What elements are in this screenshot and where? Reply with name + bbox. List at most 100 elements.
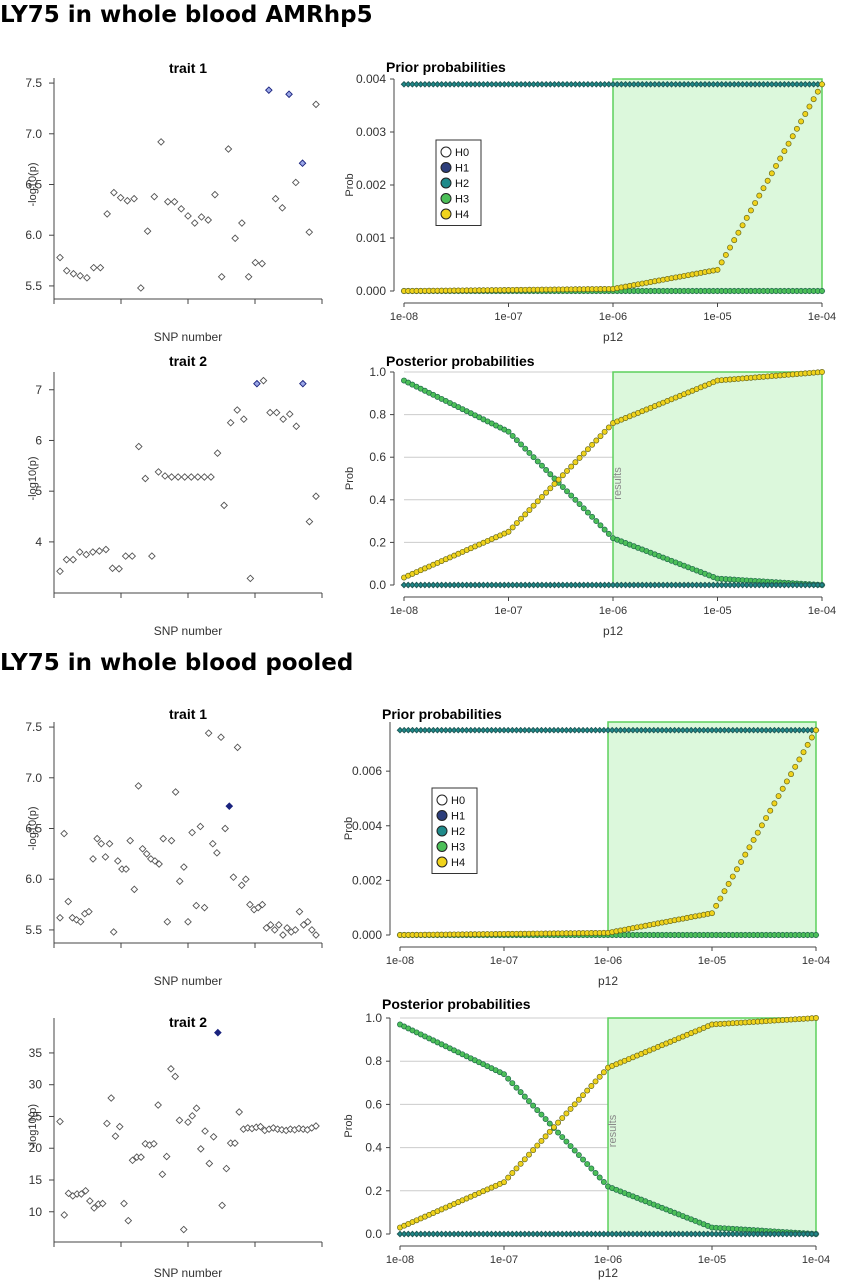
series-point-H4 bbox=[588, 1083, 595, 1089]
snp-point bbox=[180, 863, 188, 871]
series-point-H2 bbox=[800, 726, 807, 734]
series-point-H4 bbox=[530, 502, 537, 509]
series-point-H2 bbox=[555, 581, 562, 589]
y-tick-label: 0.2 bbox=[369, 535, 386, 549]
series-point-H2 bbox=[625, 1230, 633, 1238]
series-point-H3 bbox=[580, 505, 587, 512]
series-point-H2 bbox=[480, 581, 487, 589]
x-axis-label: SNP number bbox=[154, 1266, 222, 1280]
snp-point bbox=[192, 901, 201, 910]
series-point-H2 bbox=[717, 726, 724, 734]
series-point-H4 bbox=[752, 200, 759, 206]
snp-point bbox=[171, 1072, 180, 1081]
x-tick-label: 1e-05 bbox=[703, 605, 731, 617]
series-point-H2 bbox=[605, 581, 613, 589]
snp-point bbox=[167, 836, 176, 845]
series-point-H4 bbox=[738, 858, 745, 865]
snp-point bbox=[108, 564, 117, 573]
series-point-H2 bbox=[730, 581, 738, 589]
highlighted-snp-point bbox=[214, 1028, 222, 1037]
y-tick-label: 0.001 bbox=[356, 231, 386, 245]
series-point-H2 bbox=[476, 581, 483, 589]
series-point-H4 bbox=[550, 1124, 557, 1131]
series-point-H2 bbox=[771, 1230, 778, 1238]
series-point-H2 bbox=[442, 581, 450, 589]
x-tick-label: 1e-04 bbox=[802, 955, 830, 967]
series-point-H2 bbox=[756, 581, 763, 589]
snp-point bbox=[271, 194, 280, 203]
x-tick-label: 1e-04 bbox=[802, 1254, 830, 1266]
snp-point bbox=[187, 473, 196, 481]
snp-point bbox=[200, 903, 209, 912]
x-axis-label: SNP number bbox=[154, 330, 222, 344]
series-point-H2 bbox=[735, 581, 742, 589]
series-point-H3 bbox=[509, 1080, 516, 1087]
series-point-H3 bbox=[819, 288, 825, 294]
series-point-H4 bbox=[746, 844, 753, 851]
series-point-H2 bbox=[450, 81, 458, 88]
series-point-H2 bbox=[705, 581, 713, 589]
series-point-H2 bbox=[438, 1230, 445, 1238]
snp-point bbox=[98, 1199, 107, 1208]
series-point-H2 bbox=[450, 581, 458, 589]
series-point-H4 bbox=[768, 170, 775, 177]
series-point-H4 bbox=[501, 1179, 507, 1186]
series-point-H2 bbox=[629, 726, 637, 734]
series-point-H2 bbox=[783, 726, 791, 734]
series-point-H2 bbox=[655, 81, 663, 88]
series-point-H2 bbox=[768, 581, 776, 589]
series-point-H4 bbox=[810, 96, 817, 103]
series-point-H2 bbox=[767, 1230, 774, 1238]
series-point-H2 bbox=[559, 726, 566, 734]
highlighted-snp-point bbox=[265, 86, 273, 95]
snp-point bbox=[208, 839, 217, 848]
series-point-H2 bbox=[693, 581, 700, 589]
snp-point bbox=[174, 473, 182, 481]
series-point-H2 bbox=[592, 726, 599, 734]
series-point-H2 bbox=[764, 581, 771, 589]
snp-point bbox=[246, 900, 254, 909]
series-point-H2 bbox=[409, 1230, 416, 1238]
series-point-H2 bbox=[650, 726, 657, 734]
y-tick-label: 1.0 bbox=[369, 365, 386, 379]
x-tick-label: 1e-06 bbox=[594, 1254, 622, 1266]
series-point-H4 bbox=[796, 756, 803, 763]
series-point-H4 bbox=[580, 1092, 586, 1099]
series-point-H4 bbox=[538, 494, 545, 500]
series-point-H3 bbox=[813, 932, 819, 938]
series-point-H3 bbox=[505, 1075, 512, 1082]
series-point-H4 bbox=[546, 1128, 553, 1135]
snp-point bbox=[116, 193, 125, 202]
series-point-H2 bbox=[710, 581, 717, 589]
series-point-H3 bbox=[588, 1165, 595, 1172]
series-point-H3 bbox=[596, 1174, 603, 1181]
series-point-H4 bbox=[783, 778, 790, 785]
x-tick-label: 1e-04 bbox=[808, 311, 836, 323]
series-point-H2 bbox=[672, 581, 679, 589]
series-point-H2 bbox=[521, 1230, 529, 1238]
series-point-H2 bbox=[762, 726, 770, 734]
snp-point bbox=[148, 552, 156, 560]
series-point-H2 bbox=[434, 1230, 441, 1238]
series-point-H2 bbox=[526, 81, 533, 88]
x-tick-label: 1e-07 bbox=[490, 1254, 518, 1266]
series-point-H2 bbox=[484, 726, 491, 734]
series-point-H4 bbox=[802, 111, 809, 117]
series-point-H3 bbox=[567, 1143, 574, 1149]
snp-point bbox=[196, 822, 205, 831]
series-point-H4 bbox=[584, 1087, 591, 1094]
series-point-H4 bbox=[756, 192, 763, 199]
series-point-H2 bbox=[400, 581, 408, 589]
series-point-H2 bbox=[529, 726, 537, 734]
x-tick-label: 1e-08 bbox=[386, 1254, 414, 1266]
series-point-H4 bbox=[764, 177, 771, 184]
chart-title: Posterior probabilities bbox=[382, 996, 531, 1012]
series-point-H2 bbox=[621, 726, 628, 734]
y-axis-label: -log10(p) bbox=[27, 162, 39, 206]
snp-point bbox=[162, 1152, 171, 1161]
series-point-H2 bbox=[754, 1230, 761, 1238]
series-point-H3 bbox=[605, 530, 612, 537]
series-point-H4 bbox=[526, 1151, 532, 1158]
snp-point bbox=[88, 548, 97, 556]
